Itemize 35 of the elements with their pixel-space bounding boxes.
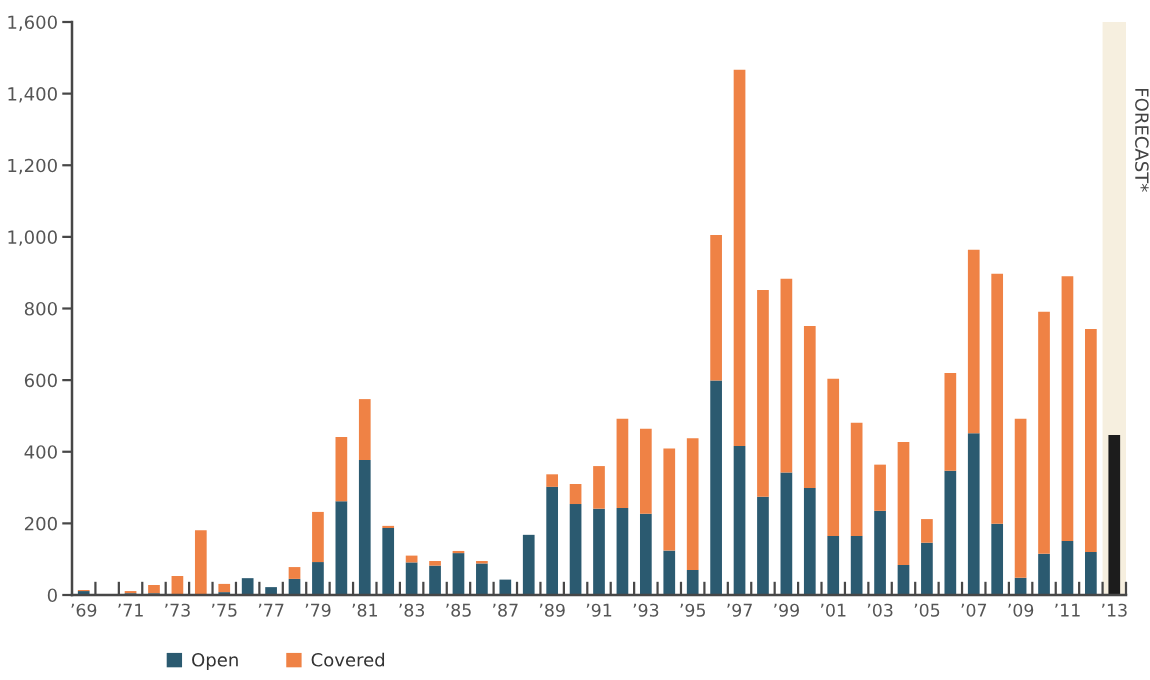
x-tick-label: ’11 [1055,603,1080,617]
x-tick-label: ’75 [211,603,237,617]
x-tick-label: ’77 [258,603,284,617]
x-tick-label: ’09 [1008,603,1034,617]
x-tick-label: ’13 [1101,603,1127,617]
x-tick-label: ’73 [165,603,190,617]
x-tick-label: ’83 [399,603,425,617]
x-tick-label: ’87 [493,603,518,617]
x-tick-label: ’71 [118,603,143,617]
x-tick-label: ’03 [867,603,893,617]
band-label: FORECAST* [1135,89,1149,192]
x-tick-label: ’01 [820,603,846,617]
x-tick-label: ’91 [586,603,612,617]
y-tick-label: 1,600 [8,15,57,31]
y-tick-label: 1,200 [8,158,57,175]
x-tick-label: ’85 [446,603,471,617]
x-tick-label: ’97 [727,603,752,617]
x-tick-label: ’79 [305,603,331,617]
y-tick-label: 800 [24,301,57,316]
y-tick-label: 1,400 [8,87,57,103]
x-tick-label: ’95 [680,603,705,617]
legend-label: Open [192,652,238,671]
y-tick-label: 600 [24,373,57,388]
y-tick-label: 400 [24,445,57,459]
x-tick-label: ’81 [352,603,377,617]
legend-label: Covered [311,652,385,667]
x-tick-label: ’69 [71,603,97,617]
x-tick-label: ’93 [633,603,659,617]
x-tick-label: ’07 [961,603,987,617]
y-tick-label: 1,000 [8,230,57,246]
x-tick-label: ’99 [774,603,799,617]
x-tick-label: ’89 [539,603,565,617]
x-tick-label: ’05 [914,603,940,617]
y-tick-label: 0 [47,588,57,603]
y-tick-label: 200 [24,516,57,531]
